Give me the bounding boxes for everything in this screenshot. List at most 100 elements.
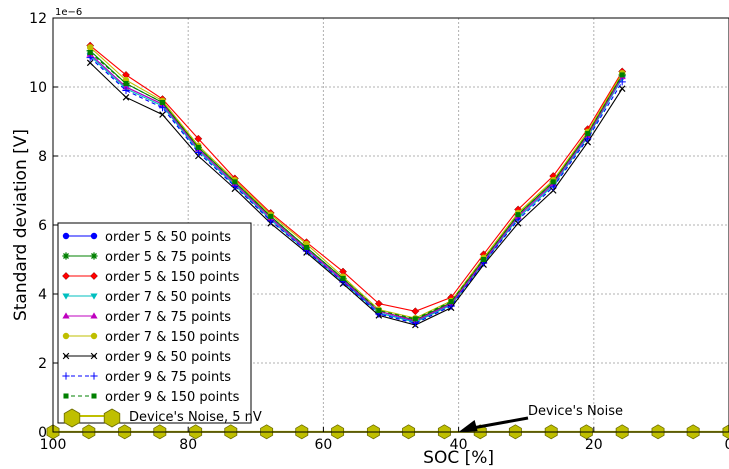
series-line <box>89 46 623 319</box>
data-point <box>376 308 382 314</box>
annotation: Device's Noise <box>458 404 623 432</box>
legend-entry: order 9 & 75 points <box>62 370 231 385</box>
legend-label: Device's Noise, 5 nV <box>129 410 262 425</box>
data-point <box>619 72 625 78</box>
annotation-arrow-shaft <box>472 416 529 430</box>
legend-marker <box>90 352 98 360</box>
axis-ticks: 100 80 60 40 20 0 0 2 4 6 8 10 12 <box>29 11 729 453</box>
series-line <box>89 62 623 326</box>
legend-entry: order 9 & 50 points <box>62 350 231 365</box>
series-line <box>89 45 623 312</box>
data-point <box>618 85 626 93</box>
data-point <box>86 59 94 67</box>
annotation-arrow-head <box>458 420 478 432</box>
data-point <box>86 54 94 62</box>
legend-label: order 9 & 150 points <box>105 390 240 405</box>
x-tick-label: 0 <box>725 437 729 453</box>
legend-marker <box>62 293 70 300</box>
y-exponent-label: 1e−6 <box>55 7 82 18</box>
legend-marker <box>90 332 98 340</box>
data-point <box>86 44 94 51</box>
legend-marker <box>90 252 98 260</box>
legend-entry: Device's Noise, 5 nV <box>63 408 262 428</box>
legend-entry: order 5 & 150 points <box>62 270 240 285</box>
data-point <box>584 135 592 143</box>
legend-marker <box>62 232 70 240</box>
legend: order 5 & 50 points order 5 & 75 points or… <box>57 222 262 428</box>
legend-label: order 9 & 75 points <box>105 370 231 385</box>
legend-marker <box>62 252 70 260</box>
legend-label: order 5 & 50 points <box>105 230 231 245</box>
legend-marker <box>90 272 98 280</box>
y-tick-label: 2 <box>38 356 47 372</box>
annotation-text: Device's Noise <box>528 404 623 419</box>
series-group <box>86 41 627 329</box>
data-point <box>618 78 626 86</box>
x-tick-label: 80 <box>179 437 197 453</box>
data-point <box>448 299 454 305</box>
data-point <box>340 275 346 281</box>
legend-label: order 5 & 150 points <box>105 270 240 285</box>
legend-entry: order 7 & 50 points <box>62 290 231 305</box>
data-point <box>411 307 420 316</box>
legend-marker <box>103 408 121 428</box>
data-point <box>550 179 556 185</box>
data-point <box>412 316 418 322</box>
data-point <box>232 179 238 185</box>
y-tick-label: 8 <box>38 149 47 165</box>
x-tick-label: 40 <box>450 437 468 453</box>
legend-label: order 9 & 50 points <box>105 350 231 365</box>
legend-marker <box>90 372 98 380</box>
legend-marker <box>62 332 70 340</box>
legend-entry: order 5 & 75 points <box>62 250 231 265</box>
y-tick-label: 4 <box>38 287 47 303</box>
legend-marker <box>90 293 98 300</box>
legend-entry: order 7 & 150 points <box>62 330 240 345</box>
series-9 <box>87 49 625 322</box>
legend-marker <box>63 393 69 399</box>
data-point <box>159 100 166 106</box>
x-tick-label: 60 <box>314 437 332 453</box>
y-axis-label: Standard deviation [V] <box>11 129 31 321</box>
data-point <box>158 104 167 112</box>
y-tick-label: 0 <box>38 425 47 441</box>
legend-label: order 5 & 75 points <box>105 250 231 265</box>
legend-entry: order 9 & 150 points <box>63 390 240 405</box>
data-point <box>123 81 129 87</box>
legend-marker <box>62 352 70 360</box>
legend-label: order 7 & 150 points <box>105 330 240 345</box>
data-point <box>122 83 130 90</box>
legend-marker <box>62 272 70 280</box>
x-tick-label: 100 <box>40 437 67 453</box>
legend-marker <box>63 408 81 428</box>
legend-entry: order 5 & 50 points <box>62 230 231 245</box>
data-point <box>122 94 130 101</box>
legend-label: order 7 & 75 points <box>105 310 231 325</box>
legend-entry: order 7 & 75 points <box>62 310 231 325</box>
y-tick-label: 6 <box>38 218 47 234</box>
data-point <box>87 49 93 56</box>
series-line <box>89 52 623 320</box>
data-point <box>122 86 130 95</box>
x-axis-label: SOC [%] <box>423 448 494 468</box>
legend-marker <box>90 232 98 240</box>
y-tick-label: 10 <box>29 80 47 96</box>
data-point <box>515 212 521 218</box>
data-point <box>481 256 487 263</box>
data-point <box>159 111 166 118</box>
legend-marker <box>90 312 98 319</box>
data-point <box>303 244 310 250</box>
data-point <box>195 144 201 150</box>
legend-marker <box>91 393 97 399</box>
legend-marker <box>62 372 70 380</box>
data-point <box>514 216 522 224</box>
data-point <box>549 183 557 191</box>
legend-marker <box>62 312 70 319</box>
legend-label: order 7 & 50 points <box>105 290 231 305</box>
y-tick-label: 12 <box>29 11 47 27</box>
x-tick-label: 20 <box>585 437 603 453</box>
data-point <box>194 134 203 143</box>
data-point <box>585 131 591 137</box>
series-line <box>89 53 623 322</box>
data-point <box>268 213 274 219</box>
